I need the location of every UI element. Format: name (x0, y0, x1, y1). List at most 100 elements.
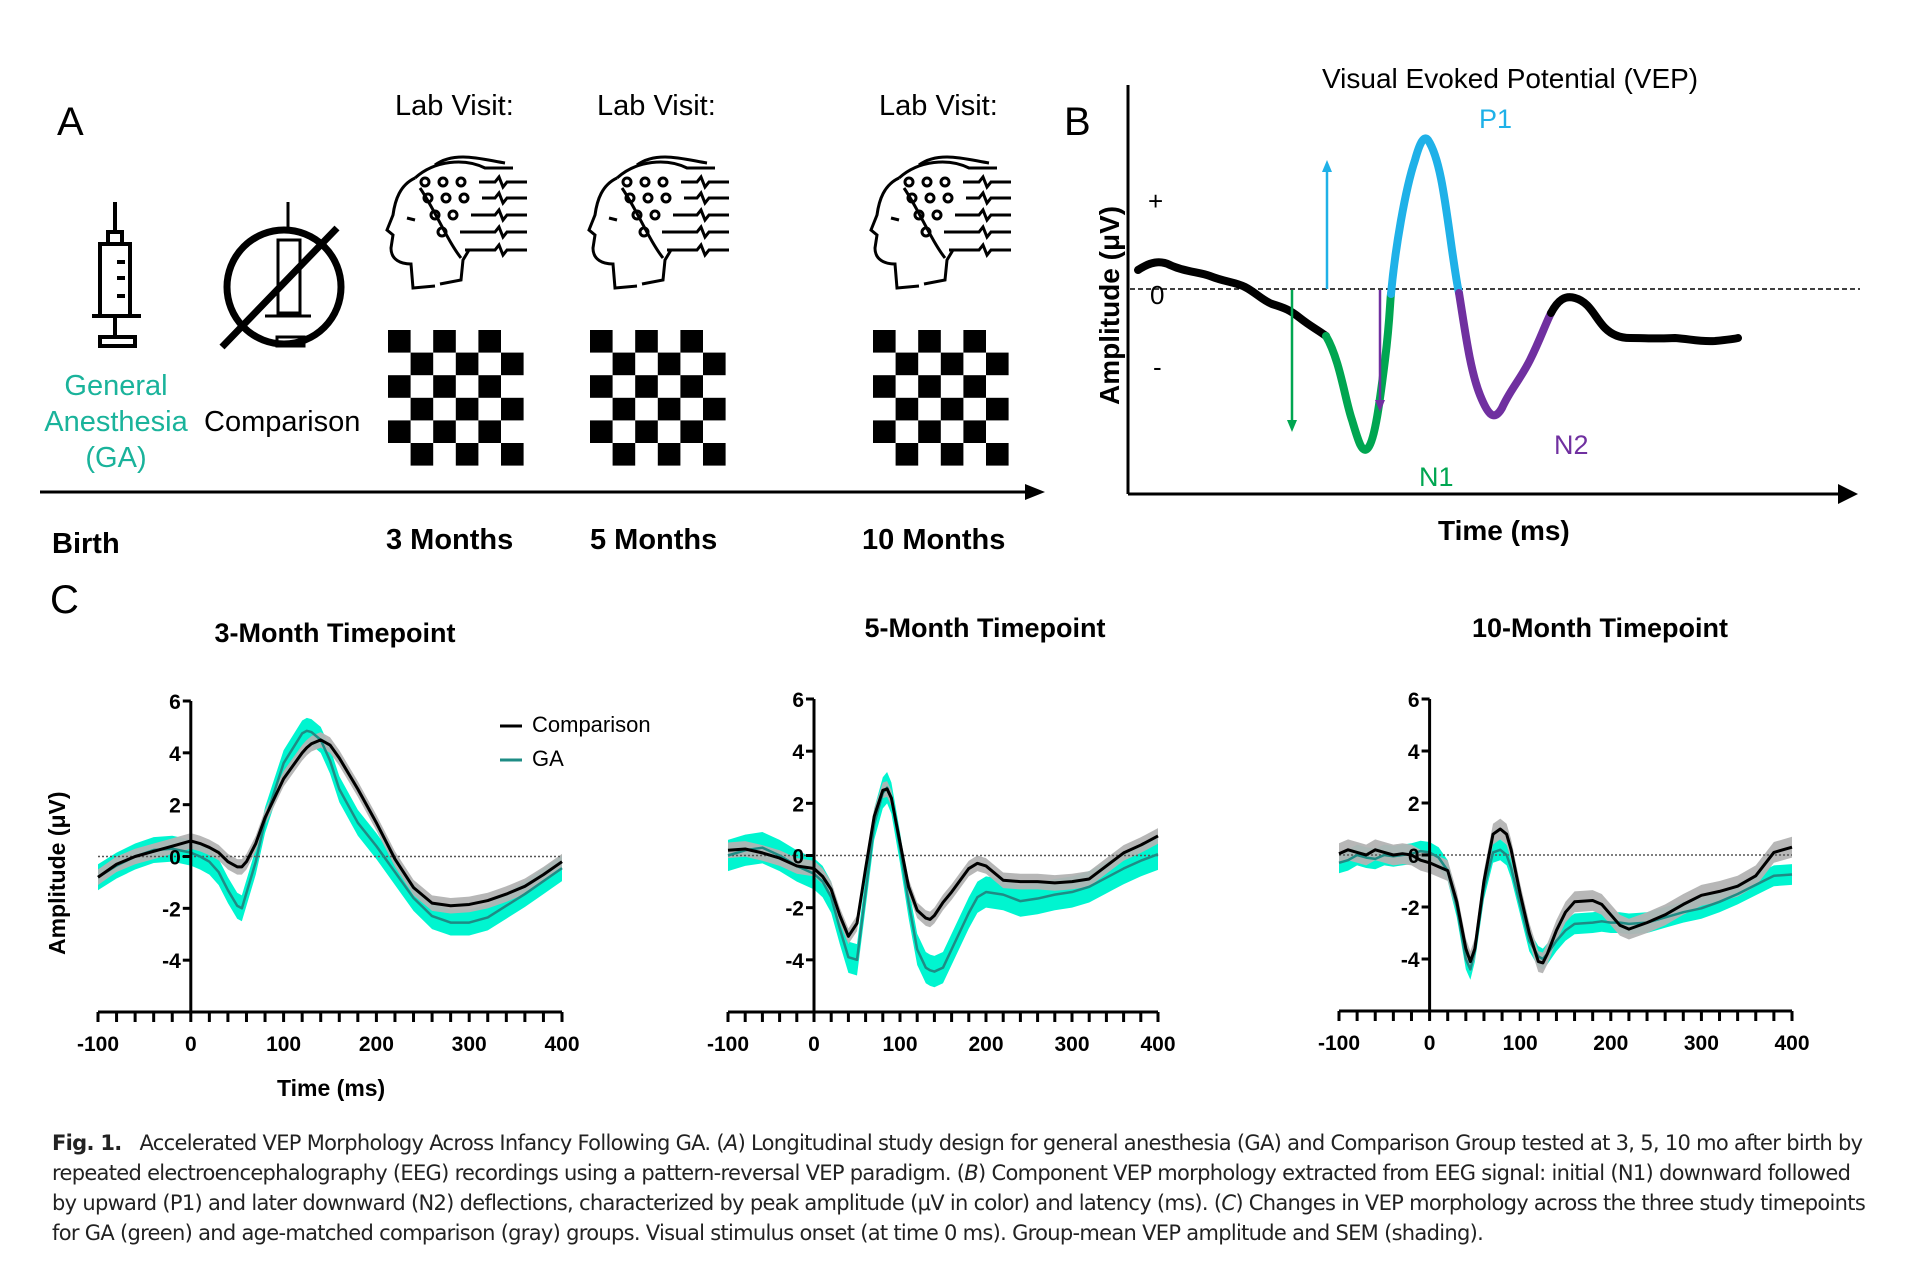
x-tick-label: 200 (1593, 1032, 1628, 1055)
eeg-head-icon (385, 155, 527, 290)
x-tick-label: 0 (1424, 1032, 1436, 1055)
series-line-ga (727, 786, 1159, 973)
y-tick-label: 0 (792, 846, 804, 869)
plot-1: 6 4 2 0 -2 -4 -100 0 100 200 300 400 (707, 689, 1176, 1056)
y-tick-label: -2 (1401, 897, 1420, 920)
panel-letter-a: A (57, 100, 84, 144)
y-tick-label: 4 (1408, 741, 1420, 764)
y-tick-label: 0 (169, 847, 181, 870)
checkerboard-icon (873, 330, 1009, 466)
caption-part-c: Changes in VEP morphology across the thr… (52, 1191, 1866, 1245)
vep-x-axis-title: Time (ms) (1438, 515, 1570, 546)
visit-header-3mo: Lab Visit: (395, 90, 514, 122)
plot-2: 6 4 2 0 -2 -4 -100 0 100 200 300 400 (1318, 689, 1810, 1055)
vep-title: Visual Evoked Potential (VEP) (1322, 63, 1699, 94)
p1-arrowhead (1322, 160, 1332, 172)
series-line-comparison (97, 738, 563, 908)
y-tick-label: -4 (1401, 949, 1420, 972)
vep-y-tick-plus: + (1148, 186, 1164, 216)
y-tick-label: 2 (169, 795, 181, 818)
checkerboard-icon (590, 330, 726, 466)
series-line-comparison (727, 787, 1159, 938)
n1-label: N1 (1419, 462, 1454, 492)
n2-label: N2 (1554, 430, 1589, 460)
n2-arrowhead (1375, 400, 1385, 412)
x-tick-label: 0 (185, 1033, 197, 1056)
panel-letter-b: B (1064, 100, 1091, 144)
vep-p1-trace (1387, 134, 1463, 298)
x-tick-label: 400 (1140, 1033, 1175, 1056)
y-tick-label: 0 (1408, 845, 1420, 868)
figure-caption: Fig. 1. Accelerated VEP Morphology Acros… (52, 1131, 1866, 1245)
x-tick-label: 100 (882, 1033, 917, 1056)
plot-title-3mo: 3-Month Timepoint (214, 618, 456, 648)
y-tick-label: 6 (169, 691, 181, 714)
ga-label-line-3: (GA) (85, 442, 147, 474)
vep-baseline-trace (1134, 258, 1330, 340)
birth-label: Birth (52, 528, 120, 560)
series-line-ga (97, 729, 563, 924)
ga-group-label: General Anesthesia (GA) (36, 368, 196, 476)
sem-band-comparison (98, 732, 562, 914)
x-tick-label: -100 (1318, 1032, 1360, 1055)
caption-fig-label: Fig. 1. (52, 1131, 122, 1155)
y-tick-label: 6 (1408, 689, 1420, 712)
caption-marker-c: C (1221, 1191, 1236, 1215)
visit-header-5mo: Lab Visit: (597, 90, 716, 122)
vep-late-trace (1547, 293, 1742, 346)
eeg-head-icon (869, 155, 1011, 290)
vep-n2-trace (1455, 289, 1555, 420)
vep-y-tick-minus: - (1153, 352, 1162, 382)
caption-marker-a: A (723, 1131, 738, 1155)
x-tick-label: 100 (1503, 1032, 1538, 1055)
y-tick-label: 2 (792, 793, 804, 816)
vep-x-axis-arrowhead (1838, 484, 1858, 504)
x-tick-label: -100 (77, 1033, 119, 1056)
p1-label: P1 (1479, 104, 1513, 134)
y-tick-label: 6 (792, 689, 804, 712)
vep-y-tick-zero: 0 (1150, 280, 1165, 310)
x-tick-label: 400 (1774, 1032, 1809, 1055)
x-tick-label: 200 (968, 1033, 1003, 1056)
x-tick-label: 400 (544, 1033, 579, 1056)
x-tick-label: 300 (1684, 1032, 1719, 1055)
x-tick-label: 300 (452, 1033, 487, 1056)
ga-label-line-2: Anesthesia (44, 406, 188, 438)
panel-letter-c: C (50, 578, 79, 622)
plot-title-10mo: 10-Month Timepoint (1472, 613, 1728, 643)
y-tick-label: -4 (785, 950, 804, 973)
eeg-head-icon (587, 155, 729, 290)
ga-label-line-1: General (64, 370, 168, 402)
y-tick-label: 4 (792, 741, 804, 764)
vep-n1-trace (1322, 290, 1395, 454)
caption-part-a: Longitudinal study design for general an… (52, 1131, 1863, 1185)
x-tick-label: -100 (707, 1033, 749, 1056)
y-tick-label: -4 (162, 950, 181, 973)
x-tick-label: 0 (808, 1033, 820, 1056)
y-tick-label: 4 (169, 743, 181, 766)
x-tick-label: 300 (1054, 1033, 1089, 1056)
y-tick-label: -2 (162, 898, 181, 921)
plot-title-5mo: 5-Month Timepoint (864, 613, 1106, 643)
visit-label-5mo: 5 Months (590, 524, 718, 556)
n1-arrowhead (1287, 420, 1297, 432)
visit-label-10mo: 10 Months (862, 524, 1006, 556)
caption-title: Accelerated VEP Morphology Across Infanc… (139, 1131, 712, 1155)
visit-label-3mo: 3 Months (386, 524, 514, 556)
legend-label-ga: GA (532, 746, 564, 771)
x-tick-label: 100 (266, 1033, 301, 1056)
legend-label-comparison: Comparison (532, 712, 651, 737)
plot-0: 6 4 2 0 -2 -4 -100 0 100 200 300 400 (77, 691, 580, 1056)
comparison-group-label: Comparison (204, 406, 361, 438)
caption-part-b: Component VEP morphology extracted from … (52, 1161, 1851, 1215)
y-tick-label: 2 (1408, 793, 1420, 816)
caption-marker-b: B (964, 1161, 979, 1185)
y-tick-label: -2 (785, 898, 804, 921)
